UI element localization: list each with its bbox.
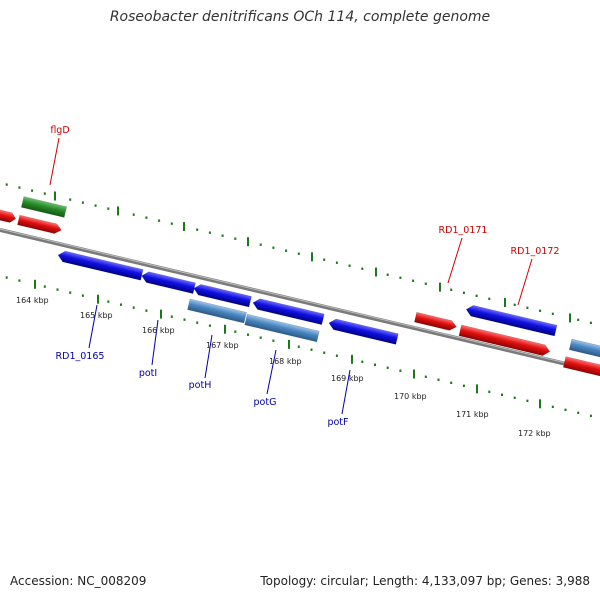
gene-label-flgD: flgD: [50, 125, 69, 136]
gene-edge-2-shape: [563, 356, 600, 377]
leader-potG: [266, 349, 277, 395]
gene-label-potG: potG: [254, 397, 277, 408]
gene-potH-shape: [193, 284, 252, 308]
leader-RD1_0171: [447, 237, 463, 284]
gene-potG-part: [244, 313, 320, 343]
genome-backbone-highlight: [0, 228, 600, 372]
topology-text: Topology: circular; Length: 4,133,097 bp…: [260, 574, 590, 588]
gene-flgD-shape: [21, 196, 67, 218]
scale-label: 170 kbp: [394, 392, 427, 401]
gene-potI: [141, 271, 196, 294]
scale-label: 166 kbp: [142, 326, 175, 335]
gene-features: [0, 196, 600, 377]
leader-RD1_0172: [517, 258, 533, 306]
gene-forward-3: [458, 324, 551, 356]
gene-potI-shape: [141, 271, 196, 294]
label-leaders: [49, 137, 533, 415]
leader-potH: [204, 334, 213, 379]
gene-label-RD1_0165: RD1_0165: [56, 351, 105, 362]
scale-label: 165 kbp: [80, 311, 113, 320]
leader-RD1_0165: [88, 304, 98, 349]
gene-potF-shape: [328, 318, 399, 345]
gene-label-RD1_0172: RD1_0172: [511, 246, 560, 257]
gene-potG: [252, 298, 325, 325]
gene-label-potH: potH: [189, 380, 212, 391]
gene-flgD: [21, 196, 67, 218]
scale-label: 164 kbp: [16, 296, 49, 305]
gene-forward-1: [0, 208, 17, 223]
gene-potF: [328, 318, 399, 345]
gene-potG-part-shape: [244, 313, 320, 343]
forward-tick-track: [5, 183, 592, 325]
gene-label-RD1_0171: RD1_0171: [439, 225, 488, 236]
gene-RD1_0172: [465, 305, 558, 337]
gene-potH-part: [187, 298, 247, 324]
gene-RD1_0165: [57, 250, 144, 281]
gene-labels: flgD RD1_0171 RD1_0172 RD1_0165 potI potH potG…: [50, 125, 559, 428]
accession-text: Accession: NC_008209: [10, 574, 147, 588]
scale-label: 167 kbp: [206, 341, 239, 350]
scale-labels: 164 kbp 165 kbp 166 kbp 167 kbp 168 kbp 169 k…: [16, 296, 551, 438]
gene-forward-1-shape: [0, 208, 17, 223]
scale-label: 171 kbp: [456, 410, 489, 419]
gene-RD1_0171-shape: [414, 311, 457, 331]
gene-potH-part-shape: [187, 298, 247, 324]
leader-flgD: [49, 137, 60, 186]
genome-backbone: [0, 228, 600, 374]
leader-potI: [151, 319, 159, 366]
gene-forward-2: [17, 214, 62, 234]
gene-label-potF: potF: [327, 417, 348, 428]
reverse-tick-track: [5, 276, 592, 418]
gene-edge-1: [568, 338, 600, 360]
map-title: Roseobacter denitrificans OCh 114, compl…: [109, 9, 491, 25]
scale-label: 172 kbp: [518, 429, 551, 438]
gene-forward-3-shape: [458, 324, 551, 356]
leader-potF: [341, 369, 351, 415]
gene-RD1_0172-shape: [465, 305, 558, 337]
gene-potH: [193, 284, 252, 308]
scale-label: 168 kbp: [269, 357, 302, 366]
gene-RD1_0165-shape: [57, 250, 144, 281]
gene-edge-2: [563, 356, 600, 377]
gene-label-potI: potI: [139, 368, 157, 379]
gene-edge-1-shape: [568, 338, 600, 360]
scale-label: 169 kbp: [331, 374, 364, 383]
gene-potG-shape: [252, 298, 325, 325]
gene-RD1_0171: [414, 311, 457, 331]
gene-forward-2-shape: [17, 214, 62, 234]
